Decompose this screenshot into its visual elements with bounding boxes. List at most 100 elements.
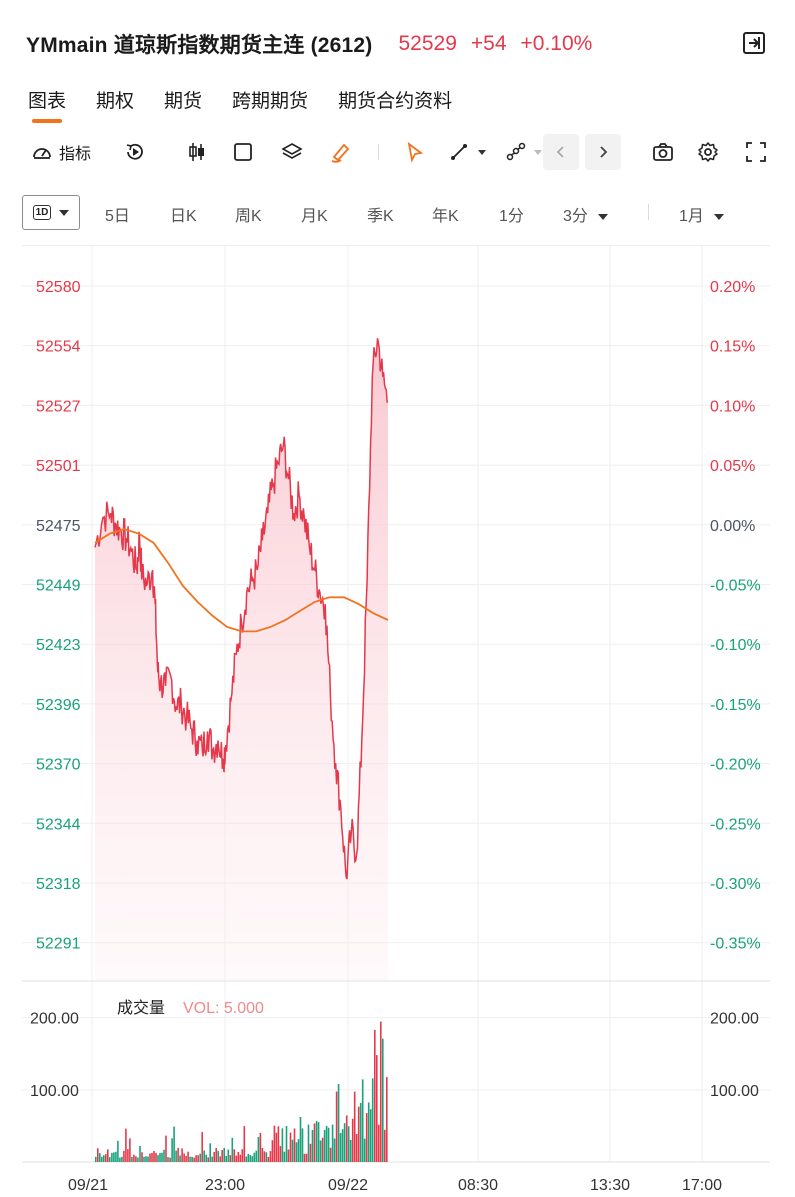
brush-icon[interactable]	[326, 132, 356, 172]
volume-bar	[233, 1149, 236, 1162]
chevron-right-icon[interactable]	[585, 134, 621, 170]
volume-bar	[333, 1138, 336, 1162]
volume-bar	[217, 1150, 219, 1162]
chevron-left-icon[interactable]	[543, 134, 579, 170]
volume-bar	[253, 1152, 256, 1162]
line-tool-icon[interactable]	[446, 132, 490, 172]
volume-bar	[159, 1153, 161, 1162]
volume-bar	[371, 1078, 374, 1162]
period-month-k[interactable]: 月K	[301, 208, 328, 225]
pct-tick-label: -0.20%	[710, 757, 761, 774]
time-tick-label: 17:00	[682, 1177, 722, 1194]
time-tick-label: 09/21	[68, 1177, 108, 1194]
volume-bar	[349, 1139, 352, 1162]
volume-bar	[301, 1128, 304, 1162]
volume-bar	[247, 1153, 250, 1162]
volume-bar	[287, 1149, 290, 1162]
volume-bar	[319, 1140, 322, 1162]
tab-options[interactable]: 期权	[96, 91, 135, 112]
time-tick-label: 08:30	[458, 1177, 498, 1194]
period-quarter-k[interactable]: 季K	[367, 208, 394, 225]
exit-icon[interactable]	[741, 30, 767, 56]
pct-tick-label: 0.00%	[710, 518, 755, 535]
volume-bar	[173, 1126, 175, 1162]
volume-bar	[353, 1091, 356, 1162]
tab-contract-info[interactable]: 期货合约资料	[338, 91, 453, 112]
volume-bar	[335, 1091, 338, 1162]
volume-bar	[237, 1152, 240, 1162]
volume-bar	[143, 1156, 145, 1162]
volume-bar	[329, 1147, 332, 1162]
volume-bar	[355, 1134, 358, 1162]
indicator-button[interactable]: 指标	[26, 132, 96, 172]
price-tick-label: 52344	[36, 816, 81, 833]
volume-tick-label: 100.00	[30, 1083, 79, 1100]
avg-price-line	[94, 528, 389, 633]
gear-icon[interactable]	[693, 132, 723, 172]
volume-bar	[263, 1151, 266, 1162]
volume-bar	[376, 1055, 378, 1162]
volume-bar	[378, 1124, 380, 1162]
volume-bar	[215, 1148, 217, 1162]
volume-bar	[155, 1153, 157, 1162]
cursor-icon[interactable]	[400, 132, 430, 172]
volume-bar	[351, 1118, 354, 1162]
volume-bar	[321, 1137, 324, 1162]
tab-futures[interactable]: 期货	[164, 91, 203, 112]
volume-bar	[179, 1155, 181, 1162]
quote-header: YMmain 道琼斯指数期货主连 (2612) 52529 +54 +0.10%	[26, 26, 771, 62]
tab-spread-futures[interactable]: 跨期期货	[232, 91, 309, 112]
axis-labels-layer: 52580 0.20% 52554 0.15% 52527 0.10% 52501 0.05%…	[30, 279, 761, 1194]
volume-bar	[289, 1132, 292, 1162]
chart-toolbar: 指标	[26, 132, 771, 172]
period-week-k[interactable]: 周K	[235, 208, 262, 225]
volume-bar	[339, 1133, 342, 1162]
period-month-select[interactable]: 1月	[679, 202, 724, 226]
caret-down-icon	[713, 213, 724, 220]
instrument-title: YMmain 道琼斯指数期货主连 (2612)	[26, 34, 373, 57]
volume-bar	[305, 1153, 308, 1162]
volume-bar	[119, 1157, 121, 1162]
intraday-chart[interactable]: 52580 0.20% 52554 0.15% 52527 0.10% 52501 0.05%…	[0, 246, 795, 1197]
square-icon[interactable]	[228, 132, 258, 172]
volume-bar	[325, 1126, 328, 1162]
last-price: 52529	[398, 32, 457, 55]
volume-bar	[203, 1150, 205, 1162]
period-1min[interactable]: 1分	[499, 208, 524, 225]
volume-bar	[297, 1139, 300, 1162]
volume-bar	[167, 1157, 169, 1162]
layers-icon[interactable]	[277, 132, 307, 172]
volume-bar	[299, 1117, 302, 1162]
node-tool-icon[interactable]	[502, 132, 546, 172]
price-area	[95, 338, 388, 981]
volume-bar	[107, 1149, 109, 1162]
volume-tick-label: 100.00	[710, 1083, 759, 1100]
period-minute-select[interactable]: 3分	[563, 202, 608, 226]
volume-bar	[135, 1156, 137, 1162]
volume-bar	[293, 1128, 296, 1162]
pct-tick-label: -0.25%	[710, 816, 761, 833]
volume-bar	[227, 1149, 230, 1162]
time-tick-label: 23:00	[205, 1177, 245, 1194]
candlestick-icon[interactable]	[182, 132, 212, 172]
fullscreen-icon[interactable]	[741, 132, 771, 172]
period-year-k[interactable]: 年K	[432, 208, 459, 225]
replay-icon[interactable]	[120, 132, 150, 172]
period-5d[interactable]: 5日	[105, 208, 130, 225]
volume-bar	[345, 1115, 348, 1162]
price-tick-label: 52475	[36, 518, 81, 535]
volume-bar	[223, 1147, 225, 1162]
period-day-k[interactable]: 日K	[170, 208, 197, 225]
volume-bar	[103, 1155, 105, 1162]
pct-tick-label: -0.15%	[710, 697, 761, 714]
period-select-1d[interactable]: 1D	[22, 195, 80, 230]
volume-bar	[380, 1021, 382, 1162]
camera-icon[interactable]	[648, 132, 678, 172]
tab-chart[interactable]: 图表	[28, 86, 66, 123]
price-tick-label: 52423	[36, 637, 81, 654]
volume-bar	[99, 1153, 101, 1162]
volume-bar	[243, 1126, 246, 1162]
volume-bars-layer	[95, 1021, 388, 1162]
volume-bar	[207, 1157, 209, 1162]
volume-bar	[175, 1150, 177, 1162]
